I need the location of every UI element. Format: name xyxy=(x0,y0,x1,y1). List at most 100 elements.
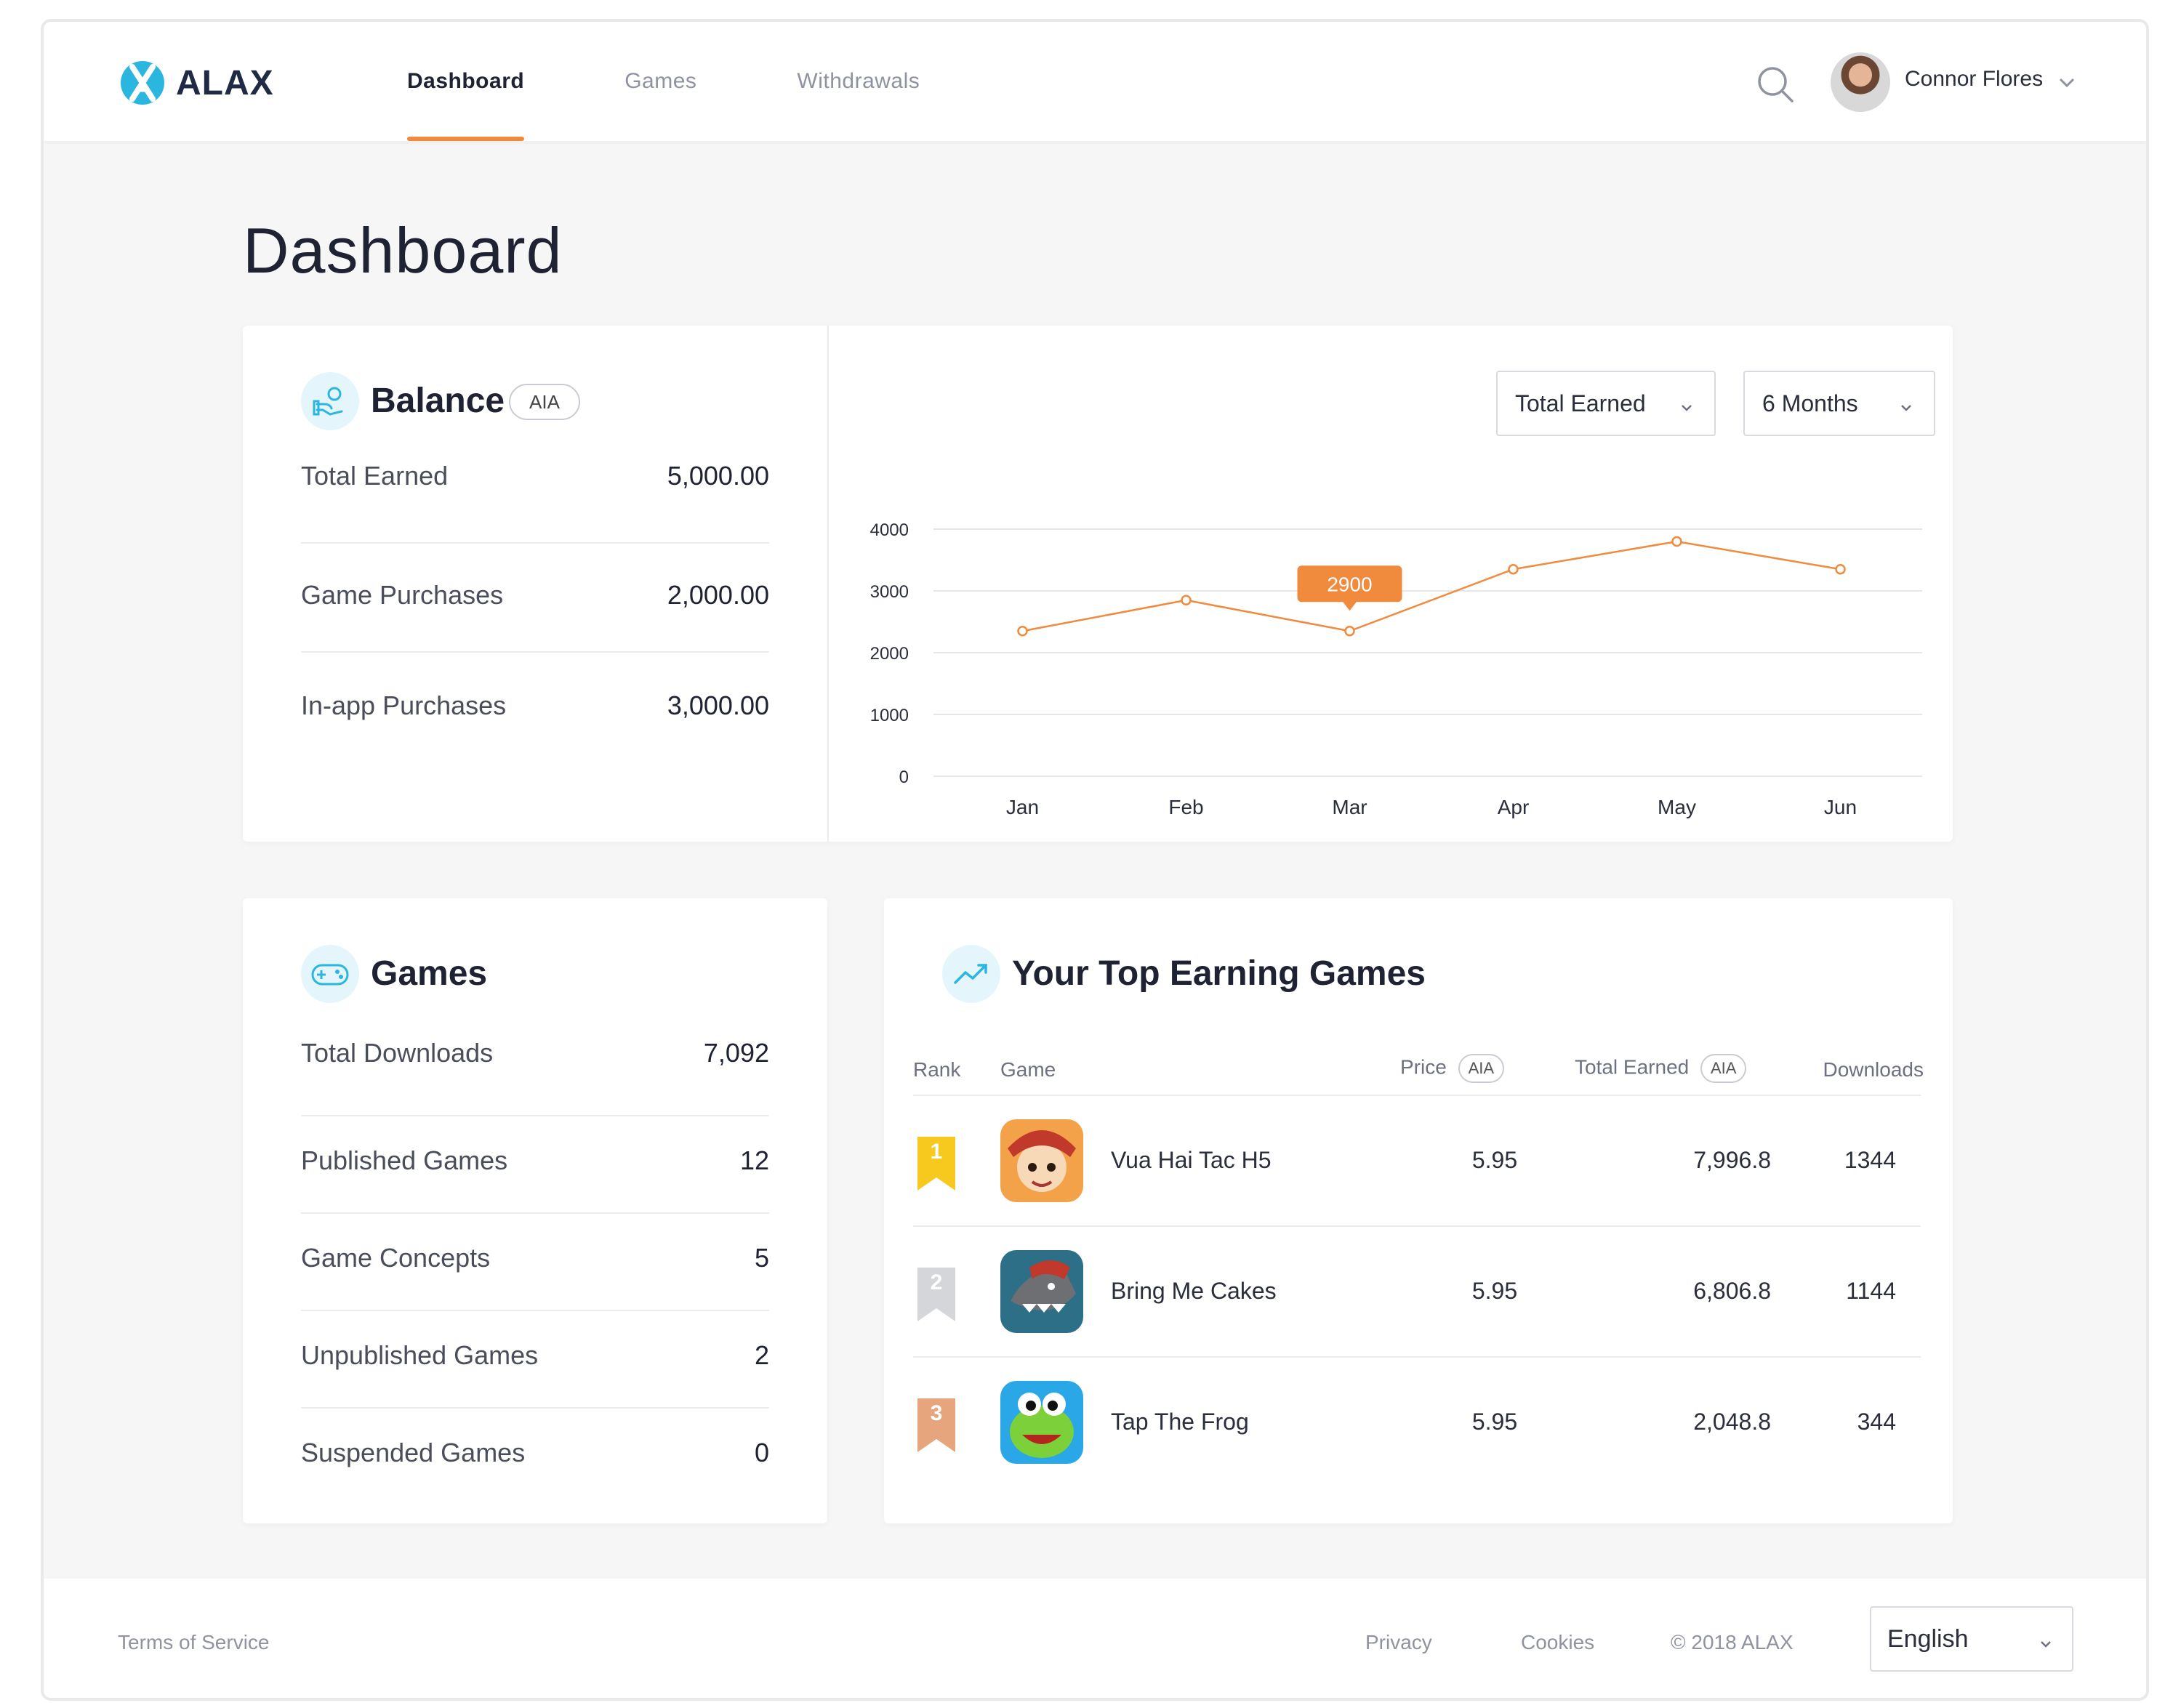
alax-logo-icon xyxy=(119,60,166,106)
col-downloads[interactable]: Downloads xyxy=(1823,1058,1924,1081)
chart-tooltip xyxy=(1297,565,1402,603)
app-window: ALAX Dashboard Games Withdrawals Connor … xyxy=(41,19,2149,1701)
table-row[interactable]: 1 Vua Hai Tac H5 5.95 7,996.8 1344 xyxy=(913,1096,1921,1227)
language-select[interactable]: English xyxy=(1870,1606,2073,1672)
y-tick-label: 4000 xyxy=(870,520,909,540)
game-price: 5.95 xyxy=(1471,1409,1518,1435)
games-stat-value: 5 xyxy=(754,1243,769,1273)
top-header: ALAX Dashboard Games Withdrawals Connor … xyxy=(44,22,2146,141)
data-point xyxy=(1835,564,1846,575)
chevron-down-icon xyxy=(2037,1631,2055,1648)
games-stat-value: 12 xyxy=(739,1145,769,1175)
nav-games[interactable]: Games xyxy=(624,69,697,93)
period-select[interactable]: 6 Months xyxy=(1743,371,1935,436)
balance-row-label: Game Purchases xyxy=(301,580,504,610)
col-price[interactable]: Price AIA xyxy=(1400,1054,1505,1083)
games-stat-row: Game Concepts 5 xyxy=(301,1214,769,1311)
rank-ribbon-silver-icon xyxy=(917,1268,955,1321)
games-stat-label: Game Concepts xyxy=(301,1243,491,1273)
game-name[interactable]: Tap The Frog xyxy=(1111,1409,1249,1435)
x-tick-label: Jan xyxy=(1006,796,1039,818)
games-stat-row: Total Downloads 7,092 xyxy=(301,1022,769,1116)
currency-badge: AIA xyxy=(1700,1054,1747,1083)
col-game[interactable]: Game xyxy=(1000,1058,1056,1081)
x-tick-label: May xyxy=(1658,796,1696,818)
table-header-divider xyxy=(913,1095,1921,1096)
game-downloads: 1144 xyxy=(1846,1278,1896,1304)
balance-row: In-app Purchases 3,000.00 xyxy=(301,653,769,762)
earnings-line-chart: 0 1000 2000 3000 4000 Jan Feb Mar Apr May Jun 2900 xyxy=(870,520,1922,818)
game-name[interactable]: Bring Me Cakes xyxy=(1111,1278,1277,1304)
top-games-title: Your Top Earning Games xyxy=(1012,954,1426,993)
game-total-earned: 6,806.8 xyxy=(1693,1278,1771,1304)
x-tick-label: Jun xyxy=(1824,796,1857,818)
user-name[interactable]: Connor Flores xyxy=(1905,67,2044,91)
terms-link[interactable]: Terms of Service xyxy=(118,1631,270,1653)
col-total-earned-label: Total Earned xyxy=(1575,1055,1690,1079)
trending-up-icon xyxy=(942,945,1000,1003)
metric-select[interactable]: Total Earned xyxy=(1496,371,1716,436)
game-price: 5.95 xyxy=(1471,1278,1518,1304)
page-title: Dashboard xyxy=(243,214,563,286)
copyright-text: © 2018 ALAX xyxy=(1671,1631,1794,1653)
user-avatar[interactable] xyxy=(1831,52,1890,112)
rank-number: 1 xyxy=(930,1140,943,1164)
table-row[interactable]: 3 Tap The Frog 5.95 2,048.8 344 xyxy=(913,1358,1921,1489)
col-total-earned[interactable]: Total Earned AIA xyxy=(1575,1054,1747,1083)
x-tick-label: Apr xyxy=(1498,796,1530,818)
game-name[interactable]: Vua Hai Tac H5 xyxy=(1111,1147,1272,1173)
games-stat-row: Unpublished Games 2 xyxy=(301,1311,769,1409)
brand-name: ALAX xyxy=(176,63,274,102)
games-title: Games xyxy=(371,954,488,993)
language-select-value: English xyxy=(1887,1624,1969,1653)
balance-card: Balance AIA Total Earned 5,000.00 Game P… xyxy=(243,326,1953,842)
data-point xyxy=(1017,626,1028,637)
x-tick-label: Mar xyxy=(1332,796,1367,818)
data-point xyxy=(1344,626,1355,637)
footer: Terms of Service Privacy Cookies © 2018 … xyxy=(44,1579,2146,1698)
games-stat-label: Total Downloads xyxy=(301,1038,494,1068)
games-stat-value: 7,092 xyxy=(703,1038,769,1068)
y-tick-label: 3000 xyxy=(870,582,909,602)
brand-logo[interactable]: ALAX xyxy=(119,60,274,106)
games-card: Games Total Downloads 7,092 Published Ga… xyxy=(243,898,827,1523)
data-point xyxy=(1671,536,1682,547)
cookies-link[interactable]: Cookies xyxy=(1521,1631,1595,1653)
game-thumbnail[interactable] xyxy=(1000,1119,1083,1202)
col-rank[interactable]: Rank xyxy=(913,1058,961,1081)
series-line xyxy=(1022,540,1841,632)
balance-row-value: 2,000.00 xyxy=(667,580,769,610)
game-thumbnail[interactable] xyxy=(1000,1381,1083,1464)
balance-row: Total Earned 5,000.00 xyxy=(301,449,769,544)
metric-select-value: Total Earned xyxy=(1515,390,1646,416)
col-price-label: Price xyxy=(1400,1055,1447,1079)
balance-row-value: 5,000.00 xyxy=(667,461,769,491)
table-row[interactable]: 2 Bring Me Cakes 5.95 6,806.8 1144 xyxy=(913,1227,1921,1358)
games-stat-row: Suspended Games 0 xyxy=(301,1409,769,1506)
top-games-card: Your Top Earning Games Rank Game Price A… xyxy=(884,898,1953,1523)
game-downloads: 1344 xyxy=(1844,1147,1896,1173)
balance-title: Balance xyxy=(371,382,505,420)
balance-row: Game Purchases 2,000.00 xyxy=(301,544,769,653)
chart-tooltip-label: 2900 xyxy=(1327,573,1372,595)
games-stat-label: Suspended Games xyxy=(301,1438,526,1467)
y-tick-label: 1000 xyxy=(870,706,909,725)
search-icon[interactable] xyxy=(1755,64,1796,105)
games-stat-label: Published Games xyxy=(301,1145,508,1175)
nav-withdrawals[interactable]: Withdrawals xyxy=(797,69,920,93)
privacy-link[interactable]: Privacy xyxy=(1365,1631,1432,1653)
data-point xyxy=(1508,564,1519,575)
main-nav: Dashboard Games Withdrawals xyxy=(407,22,1020,141)
card-divider xyxy=(827,326,829,842)
gamepad-icon xyxy=(301,945,359,1003)
nav-dashboard[interactable]: Dashboard xyxy=(407,22,525,141)
games-stat-value: 2 xyxy=(754,1340,769,1370)
game-total-earned: 7,996.8 xyxy=(1693,1147,1771,1173)
balance-icon xyxy=(301,372,359,430)
chevron-down-icon[interactable] xyxy=(2057,73,2076,92)
period-select-value: 6 Months xyxy=(1762,390,1858,416)
chevron-down-icon xyxy=(1678,395,1695,413)
x-tick-label: Feb xyxy=(1168,796,1203,818)
games-stat-value: 0 xyxy=(754,1438,769,1467)
game-thumbnail[interactable] xyxy=(1000,1250,1083,1333)
